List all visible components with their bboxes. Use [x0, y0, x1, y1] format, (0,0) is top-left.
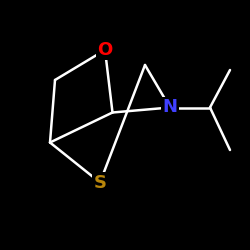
Text: O: O	[98, 41, 112, 59]
Text: N: N	[162, 98, 178, 116]
Text: S: S	[94, 174, 106, 192]
